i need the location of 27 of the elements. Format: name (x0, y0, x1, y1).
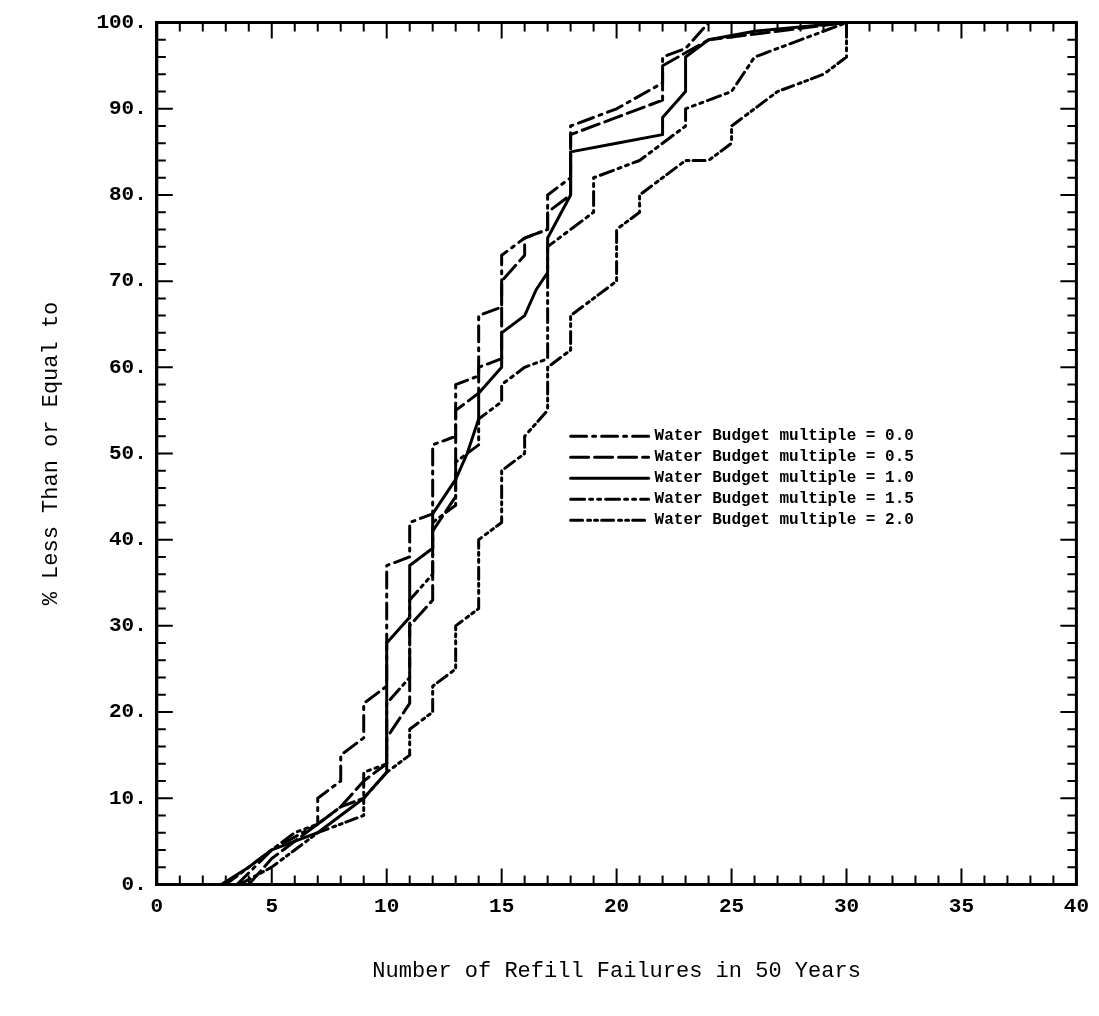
y-tick-label: 40. (109, 527, 147, 551)
y-tick-label: 80. (109, 183, 147, 207)
x-tick-label: 5 (265, 895, 279, 919)
x-tick-label: 0 (150, 895, 164, 919)
x-tick-label: 10 (374, 895, 400, 919)
x-tick-label: 30 (833, 895, 860, 919)
legend-label: Water Budget multiple = 1.0 (654, 469, 914, 488)
x-tick-label: 15 (489, 895, 515, 919)
x-tick-label: 35 (948, 895, 975, 919)
y-tick-label: 10. (109, 786, 147, 810)
y-tick-label: 100. (96, 10, 147, 34)
y-tick-label: 70. (109, 269, 147, 293)
legend-label: Water Budget multiple = 1.5 (654, 490, 914, 509)
legend-label: Water Budget multiple = 0.5 (654, 448, 914, 467)
y-axis-title: % Less Than or Equal to (39, 301, 65, 606)
x-axis-title: Number of Refill Failures in 50 Years (372, 958, 861, 984)
y-tick-label: 30. (109, 614, 147, 638)
legend-label: Water Budget multiple = 2.0 (654, 511, 914, 530)
y-tick-label: 0. (121, 872, 147, 896)
y-tick-label: 90. (109, 97, 147, 121)
y-tick-label: 20. (109, 700, 147, 724)
y-tick-label: 60. (109, 355, 147, 379)
x-tick-label: 40 (1063, 895, 1090, 919)
legend-label: Water Budget multiple = 0.0 (654, 427, 914, 446)
x-tick-label: 25 (718, 895, 745, 919)
y-tick-label: 50. (109, 441, 147, 465)
x-tick-label: 20 (603, 895, 630, 919)
